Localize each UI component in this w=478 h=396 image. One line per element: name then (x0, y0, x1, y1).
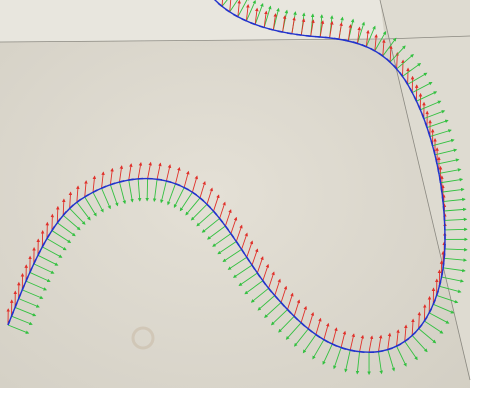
render-view (0, 0, 478, 396)
binormal-vector (403, 60, 404, 76)
binormal-vector (57, 207, 58, 223)
binormal-vector (424, 305, 425, 321)
page: (() => { const svg = document.getElement… (0, 0, 478, 396)
normal-vector (445, 229, 467, 230)
back-plane (0, 0, 385, 42)
